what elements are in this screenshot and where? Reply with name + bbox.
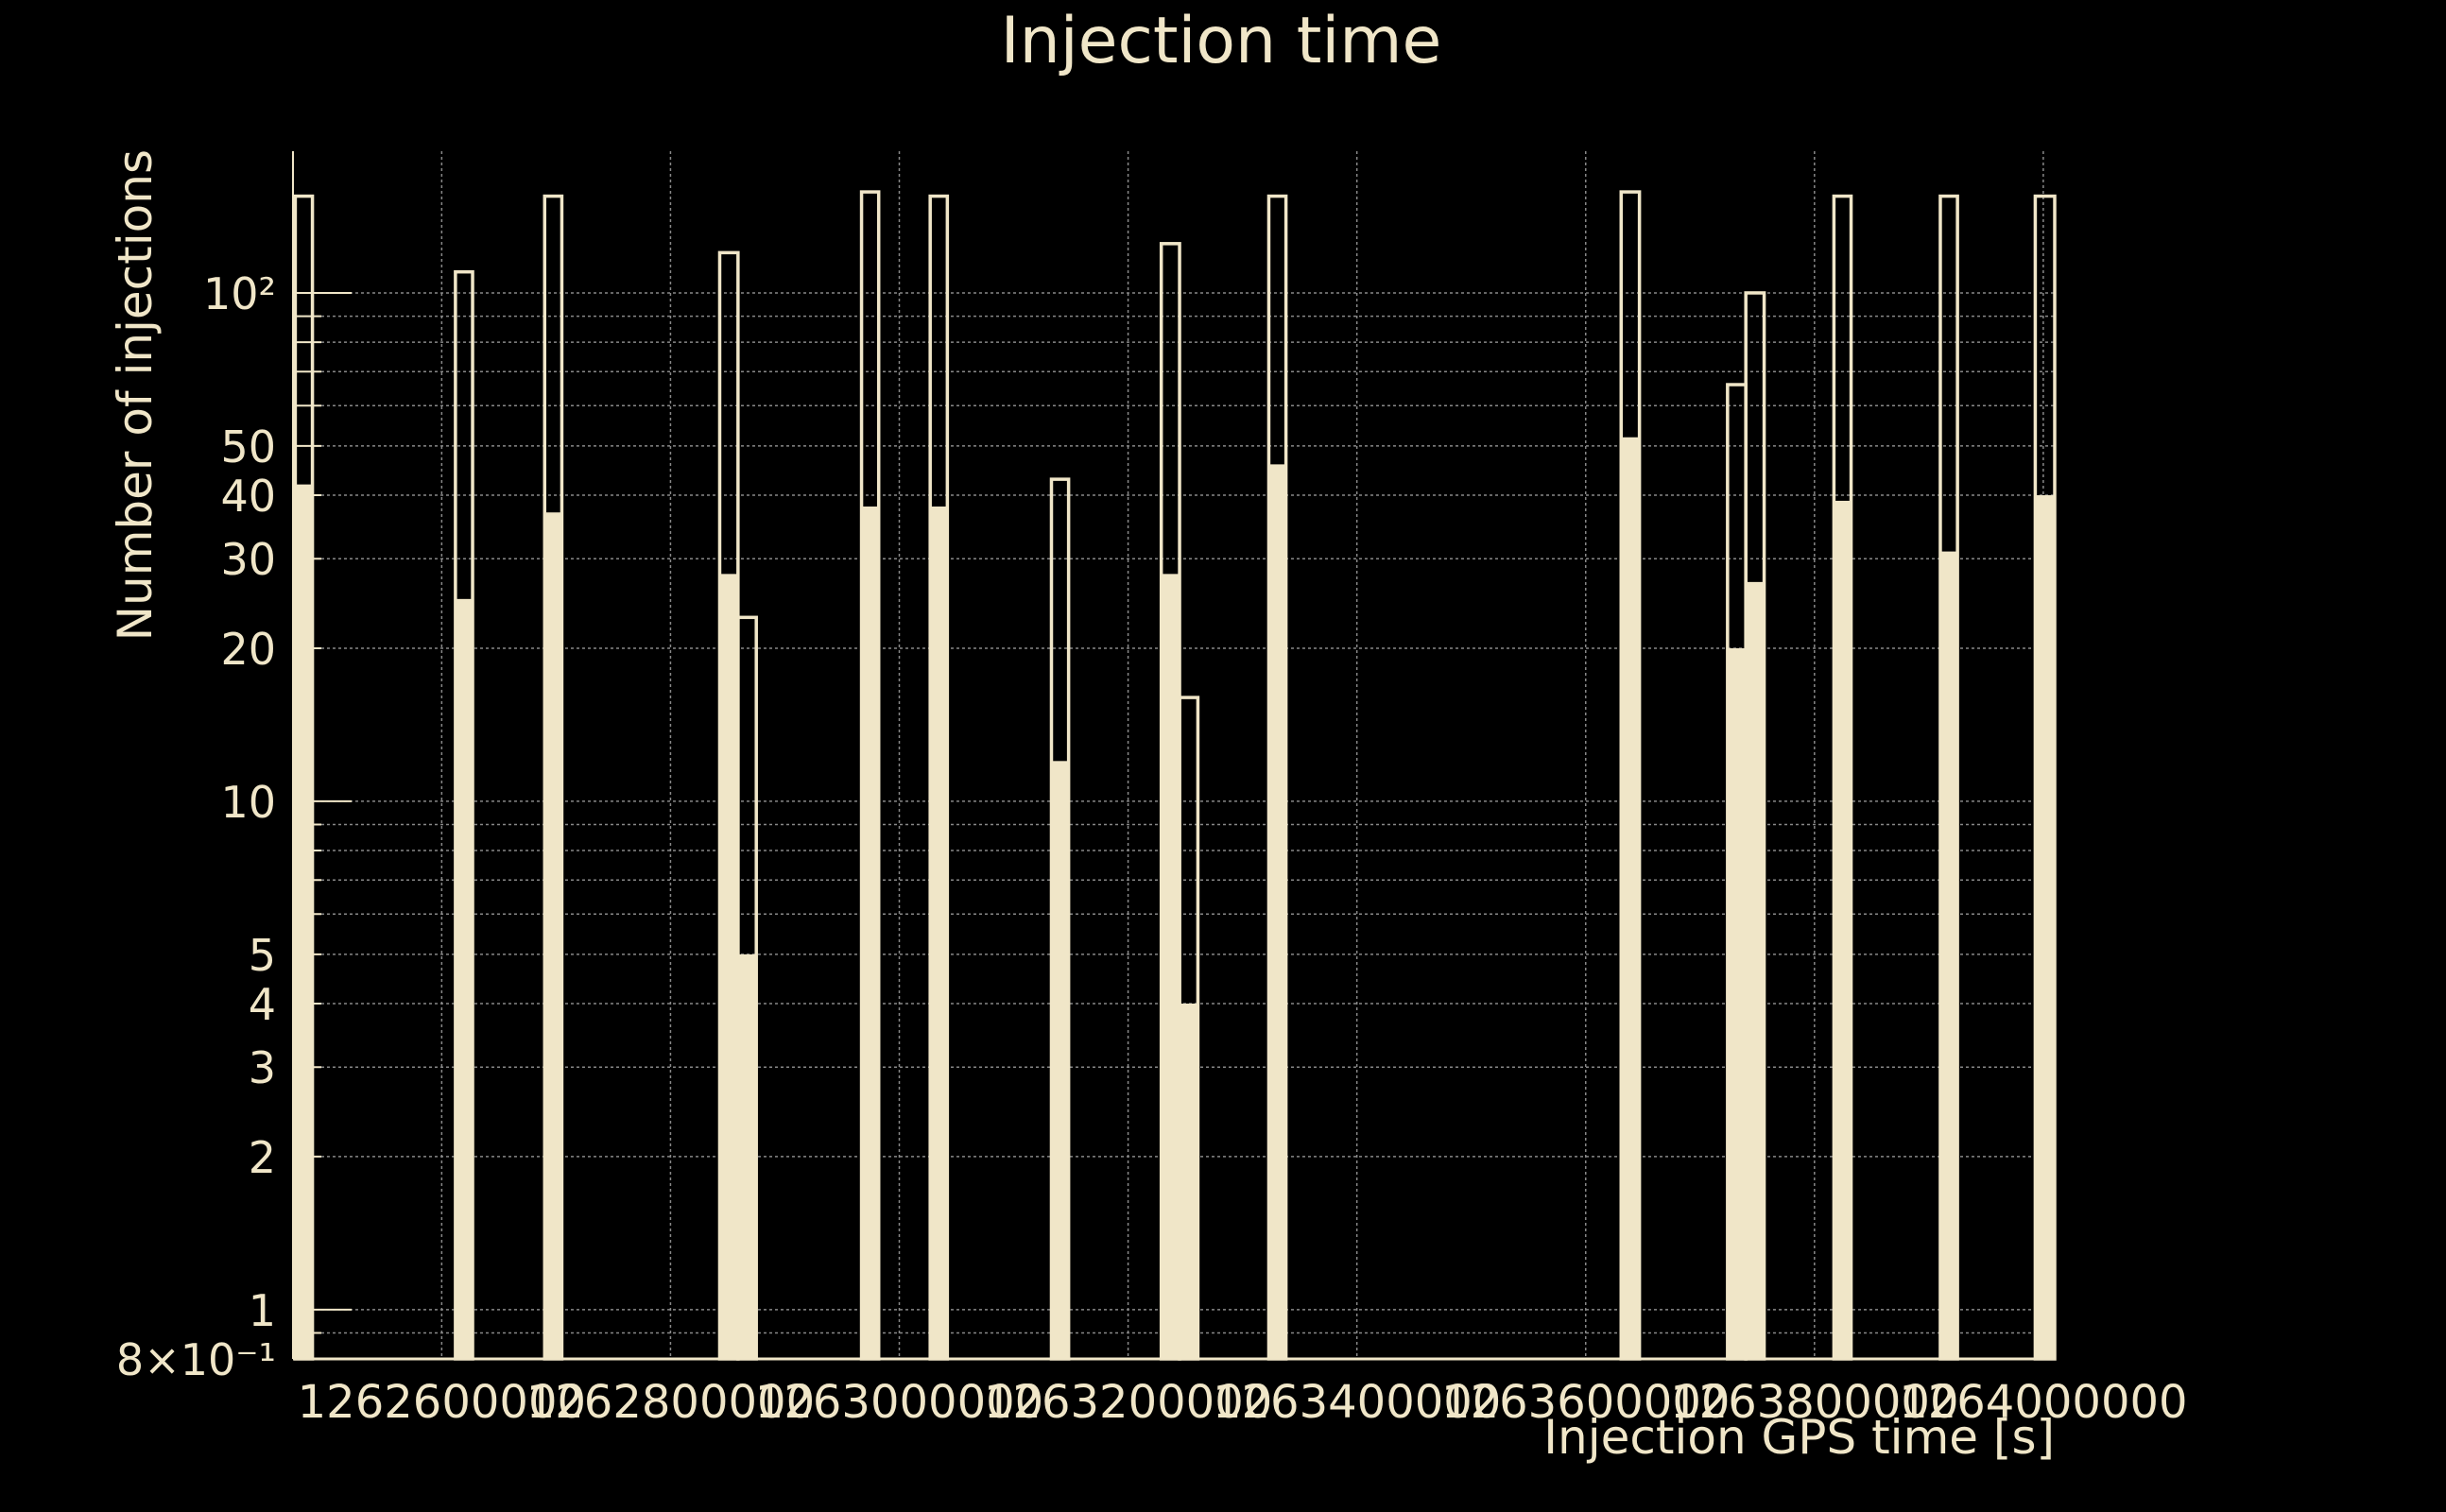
y-axis-label: Number of injections	[108, 149, 163, 641]
x-tick-label: 1262600000	[298, 1376, 586, 1429]
bar-filled	[1746, 581, 1765, 1359]
y-tick-label: 2	[249, 1132, 276, 1183]
x-axis-label: Injection GPS time [s]	[1543, 1410, 2055, 1465]
chart-title: Injection time	[1001, 4, 1442, 78]
bar-filled	[544, 512, 562, 1359]
y-tick-label: 1	[249, 1285, 276, 1336]
y-tick-label: 20	[220, 624, 276, 675]
bar-filled	[930, 507, 948, 1359]
x-tick-label: 1262800000	[526, 1376, 815, 1429]
y-tick-label: 30	[220, 534, 276, 585]
y-tick-label: 4	[249, 979, 276, 1030]
bar-filled	[455, 598, 474, 1359]
bar-filled	[295, 484, 313, 1359]
bar-filled	[861, 507, 879, 1359]
y-tick-label: 8×10⁻¹	[116, 1334, 276, 1385]
x-tick-label: 1263600000	[1441, 1376, 1730, 1429]
bar-filled	[1727, 647, 1747, 1359]
bar-filled	[1268, 464, 1286, 1360]
bar-filled	[1051, 761, 1069, 1359]
y-tick-label: 10²	[203, 268, 276, 319]
y-tick-label: 50	[220, 421, 276, 472]
bar-filled	[1180, 1003, 1198, 1359]
bar-filled	[737, 954, 757, 1359]
x-tick-label: 1264000000	[1899, 1376, 2187, 1429]
labels-layer: Injection time Injection GPS time [s] Nu…	[108, 4, 2055, 1465]
x-tick-label: 1263000000	[755, 1376, 1043, 1429]
x-tick-label: 1263800000	[1670, 1376, 1958, 1429]
bar-filled	[719, 574, 738, 1359]
y-tick-label: 5	[249, 930, 276, 981]
bar-filled	[1834, 500, 1852, 1359]
y-tick-label: 10	[220, 777, 276, 828]
bar-filled	[1939, 551, 1958, 1359]
y-tick-label: 40	[220, 471, 276, 522]
x-tick-label: 1263400000	[1213, 1376, 1501, 1429]
y-tick-label: 3	[249, 1042, 276, 1093]
bar-filled	[1621, 437, 1640, 1360]
axes-layer: 1262600000126280000012630000001263200000…	[116, 151, 2188, 1429]
x-tick-label: 1263200000	[984, 1376, 1272, 1429]
bar-filled	[2035, 495, 2055, 1359]
bar-filled	[1161, 574, 1180, 1359]
